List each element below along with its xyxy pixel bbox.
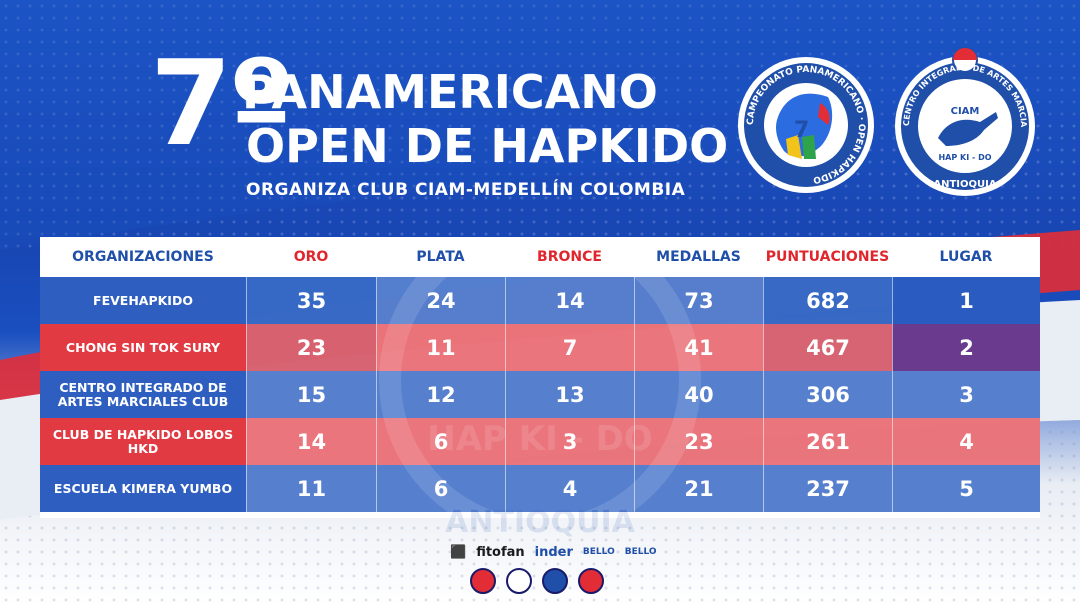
- sponsor-row: ⬛ fitofan inder BELLO BELLO: [450, 542, 657, 562]
- cell-org: ESCUELA KIMERA YUMBO: [40, 465, 246, 512]
- title-line-2: OPEN DE HAPKIDO: [246, 119, 729, 173]
- cell-lugar: 3: [892, 371, 1040, 418]
- championship-logo: 7 CAMPEONATO PANAMERICANO · OPEN HAPKIDO: [738, 57, 874, 193]
- cell-lugar: 1: [892, 277, 1040, 324]
- table-header: ORGANIZACIONES ORO PLATA BRONCE MEDALLAS…: [40, 237, 1040, 277]
- cell-plata: 11: [376, 324, 505, 371]
- edition-number: 7º: [150, 34, 295, 172]
- table-row: FEVEHAPKIDO 35 24 14 73 682 1: [40, 277, 1040, 324]
- table-row: CHONG SIN TOK SURY 23 11 7 41 467 2: [40, 324, 1040, 371]
- cell-org: CHONG SIN TOK SURY: [40, 324, 246, 371]
- cell-medallas: 41: [634, 324, 763, 371]
- cell-plata: 6: [376, 465, 505, 512]
- inder-logo: inder: [534, 544, 573, 560]
- logo-right-region: ANTIOQUIA: [933, 179, 996, 190]
- table-row: CENTRO INTEGRADO DE ARTES MARCIALES CLUB…: [40, 371, 1040, 418]
- cell-oro: 14: [246, 418, 376, 465]
- cell-lugar: 2: [892, 324, 1040, 371]
- cell-oro: 35: [246, 277, 376, 324]
- event-title: 7º PANAMERICANO OPEN DE HAPKIDO ORGANIZA…: [150, 34, 728, 210]
- cell-bronce: 4: [505, 465, 634, 512]
- cell-medallas: 73: [634, 277, 763, 324]
- club-badges: [470, 568, 620, 598]
- fitofan-logo-icon: ⬛: [450, 544, 467, 560]
- cell-oro: 15: [246, 371, 376, 418]
- cell-puntuaciones: 682: [763, 277, 892, 324]
- organizer-subtitle: ORGANIZA CLUB CIAM-MEDELLÍN COLOMBIA: [246, 180, 686, 200]
- inder-sub: BELLO: [582, 547, 615, 557]
- header-oro: ORO: [293, 249, 329, 265]
- cell-puntuaciones: 261: [763, 418, 892, 465]
- cell-plata: 6: [376, 418, 505, 465]
- header-medallas: MEDALLAS: [656, 249, 741, 265]
- cell-puntuaciones: 467: [763, 324, 892, 371]
- header-plata: PLATA: [416, 249, 465, 265]
- cell-puntuaciones: 306: [763, 371, 892, 418]
- club-badge-icon: [578, 568, 604, 594]
- fitofan-logo: fitofan: [476, 544, 525, 560]
- cell-bronce: 14: [505, 277, 634, 324]
- club-badge-icon: [542, 568, 568, 594]
- header-org: ORGANIZACIONES: [72, 249, 214, 265]
- logo-right-discipline: HAP KI - DO: [938, 153, 991, 162]
- header-puntuaciones: PUNTUACIONES: [765, 249, 890, 265]
- header-bronce: BRONCE: [537, 249, 602, 265]
- cell-bronce: 3: [505, 418, 634, 465]
- cell-lugar: 5: [892, 465, 1040, 512]
- cell-oro: 11: [246, 465, 376, 512]
- cell-org: CENTRO INTEGRADO DE ARTES MARCIALES CLUB: [40, 371, 246, 418]
- table-row: CLUB DE HAPKIDO LOBOS HKD 14 6 3 23 261 …: [40, 418, 1040, 465]
- cell-oro: 23: [246, 324, 376, 371]
- cell-lugar: 4: [892, 418, 1040, 465]
- cell-plata: 24: [376, 277, 505, 324]
- club-badge-icon: [470, 568, 496, 594]
- cell-bronce: 13: [505, 371, 634, 418]
- header-lugar: LUGAR: [939, 249, 993, 265]
- cell-org: FEVEHAPKIDO: [40, 277, 246, 324]
- title-line-1: PANAMERICANO: [242, 65, 658, 119]
- table-row: ESCUELA KIMERA YUMBO 11 6 4 21 237 5: [40, 465, 1040, 512]
- logo-right-abbr: CIAM: [951, 106, 980, 117]
- cell-bronce: 7: [505, 324, 634, 371]
- cell-medallas: 40: [634, 371, 763, 418]
- cell-medallas: 23: [634, 418, 763, 465]
- cell-medallas: 21: [634, 465, 763, 512]
- cell-puntuaciones: 237: [763, 465, 892, 512]
- ciam-logo: CIAM HAP KI - DO ANTIOQUIA CENTRO INTEGR…: [886, 42, 1035, 196]
- logo-left-number: 7: [794, 118, 809, 143]
- club-badge-icon: [506, 568, 532, 594]
- bello-logo: BELLO: [624, 547, 657, 557]
- cell-plata: 12: [376, 371, 505, 418]
- cell-org: CLUB DE HAPKIDO LOBOS HKD: [40, 418, 246, 465]
- medal-table: ORGANIZACIONES ORO PLATA BRONCE MEDALLAS…: [40, 237, 1040, 518]
